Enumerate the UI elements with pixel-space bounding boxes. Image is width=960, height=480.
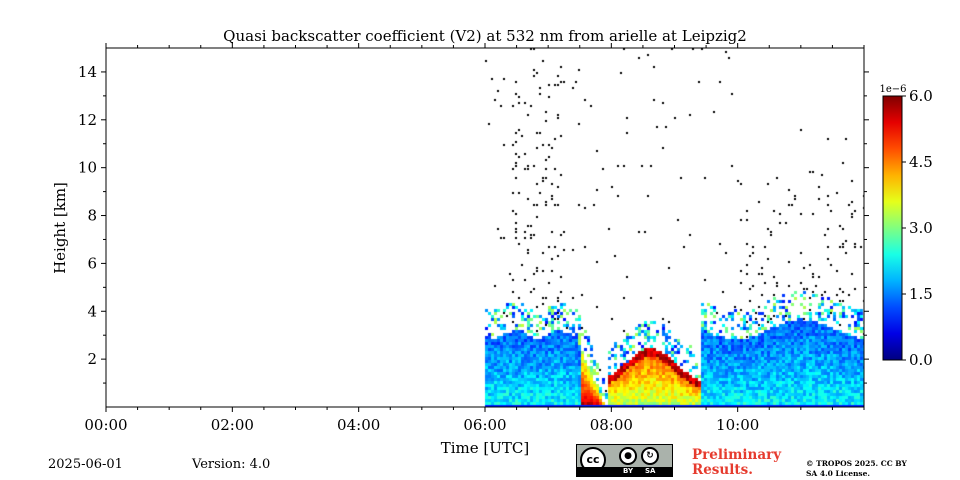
share-alike-icon: ↻ (641, 447, 659, 465)
by-label: BY (623, 467, 634, 475)
x-tick-label: 06:00 (463, 416, 506, 434)
footer-version: Version: 4.0 (192, 457, 271, 472)
y-tick-label: 12 (78, 111, 97, 129)
license-strip (577, 467, 672, 476)
plot-area (106, 48, 864, 407)
x-tick-label: 08:00 (590, 416, 633, 434)
x-tick-label: 04:00 (337, 416, 380, 434)
colorbar-tick-label: 3.0 (909, 219, 933, 237)
preliminary-results-note: Preliminary Results. (692, 447, 782, 478)
heatmap-raster (106, 48, 864, 407)
colorbar-multiplier: 1e−6 (879, 84, 906, 95)
axes: 00:00 02:00 04:00 06:00 08:00 10:00 2 4 6 8 10 12 14 (78, 43, 869, 434)
colorbar-tick-label: 0.0 (909, 351, 933, 369)
chart-title: Quasi backscatter coefficient (V2) at 53… (223, 27, 747, 45)
y-tick-label: 6 (87, 254, 97, 272)
footer-date: 2025-06-01 (48, 457, 123, 472)
colorbar-tick-label: 6.0 (909, 87, 933, 105)
y-tick-label: 2 (87, 350, 97, 368)
colorbar-scale (882, 95, 903, 361)
colorbar-tick-label: 1.5 (909, 285, 933, 303)
colorbar: 0.0 1.5 3.0 4.5 6.01e−6 (879, 84, 932, 369)
copyright-note: © TROPOS 2025. CC BY SA 4.0 License. (806, 459, 907, 478)
y-tick-label: 10 (78, 159, 97, 177)
y-tick-label: 4 (87, 302, 97, 320)
y-tick-label: 8 (87, 207, 97, 225)
colorbar-tick-label: 4.5 (909, 153, 933, 171)
y-axis-label: Height [km] (51, 182, 69, 274)
x-tick-label: 10:00 (716, 416, 759, 434)
y-tick-label: 14 (78, 63, 97, 81)
x-axis-label: Time [UTC] (441, 439, 530, 457)
sa-label: SA (645, 467, 656, 475)
x-tick-label: 00:00 (84, 416, 127, 434)
x-tick-label: 02:00 (211, 416, 254, 434)
attribution-icon: ● (619, 447, 637, 465)
cc-license-badge[interactable]: cc ● ↻ BY SA (576, 444, 673, 477)
